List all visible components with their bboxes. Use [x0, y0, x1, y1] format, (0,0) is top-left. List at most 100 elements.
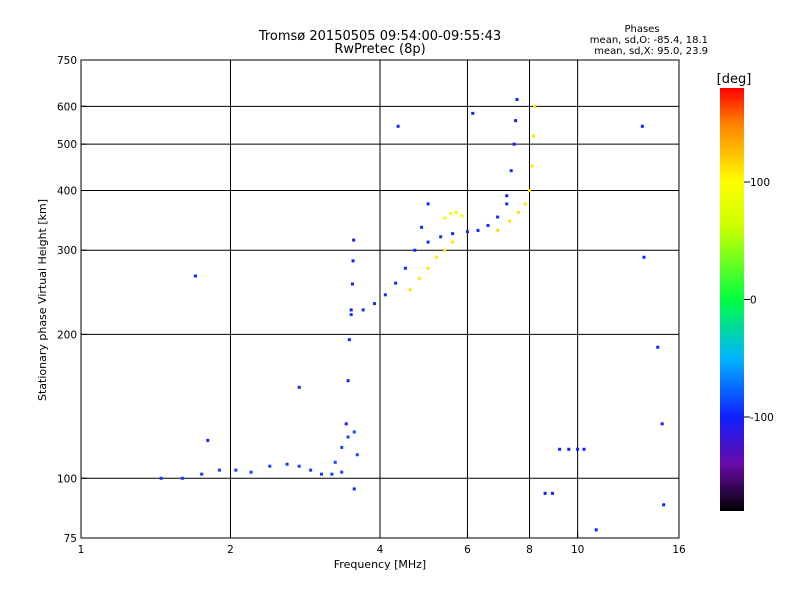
- data-point: [576, 447, 580, 451]
- data-point: [350, 282, 354, 286]
- data-point: [543, 491, 547, 495]
- data-point: [347, 338, 351, 342]
- data-point: [193, 274, 197, 278]
- data-point: [471, 111, 475, 115]
- data-point: [662, 503, 666, 507]
- data-point: [439, 235, 443, 239]
- data-point: [582, 447, 586, 451]
- data-point: [351, 259, 355, 263]
- data-point: [249, 470, 253, 474]
- y-tick-label: 75: [64, 533, 77, 545]
- data-point: [340, 470, 344, 474]
- data-point: [403, 266, 407, 270]
- data-point: [656, 345, 660, 349]
- data-point: [496, 215, 500, 219]
- data-point: [465, 230, 469, 234]
- x-axis-ticks: 1 2 4 6 8 10 16: [78, 532, 686, 556]
- data-point: [454, 210, 458, 214]
- data-point: [443, 248, 447, 252]
- data-point: [550, 491, 554, 495]
- colorbar: [deg] 100 0 -100: [717, 72, 774, 511]
- data-point: [514, 119, 518, 123]
- data-point: [505, 194, 509, 198]
- data-point: [476, 228, 480, 232]
- data-point: [642, 255, 646, 259]
- data-point: [320, 472, 324, 476]
- x-axis-label: Frequency [MHz]: [334, 558, 426, 571]
- data-point: [330, 472, 334, 476]
- x-tick-label: 10: [571, 544, 584, 556]
- chart-subtitle: RwPretec (8p): [334, 42, 425, 57]
- data-point: [420, 225, 424, 229]
- y-axis-label: Stationary phase Virtual Height [km]: [36, 199, 49, 401]
- x-tick-label: 16: [672, 544, 686, 556]
- data-point: [333, 460, 337, 464]
- data-point: [346, 435, 350, 439]
- x-tick-label: 4: [377, 544, 384, 556]
- data-point: [373, 302, 377, 306]
- data-point: [349, 313, 353, 317]
- colorbar-label: [deg]: [717, 72, 752, 87]
- x-tick-label: 2: [227, 544, 234, 556]
- data-point: [200, 472, 204, 476]
- data-point: [515, 98, 519, 102]
- y-tick-label: 600: [57, 101, 77, 113]
- y-tick-label: 750: [57, 55, 77, 67]
- data-point: [413, 248, 417, 252]
- x-tick-label: 1: [78, 544, 85, 556]
- y-tick-label: 300: [57, 245, 77, 257]
- data-point: [355, 453, 359, 457]
- data-point: [443, 216, 447, 220]
- stats-o-line: mean, sd,O: -85.4, 18.1: [590, 35, 708, 46]
- data-point: [352, 487, 356, 491]
- data-point: [344, 422, 348, 426]
- data-point: [396, 124, 400, 128]
- chart-title: Tromsø 20150505 09:54:00-09:55:43: [258, 29, 501, 44]
- data-point: [516, 210, 520, 214]
- data-point: [567, 447, 571, 451]
- data-point: [509, 169, 513, 173]
- data-point: [417, 276, 421, 280]
- x-tick-label: 6: [464, 544, 471, 556]
- data-point: [460, 214, 464, 218]
- colorbar-tick-label: 100: [750, 177, 770, 189]
- data-point: [530, 164, 534, 168]
- data-point: [558, 447, 562, 451]
- data-point: [451, 240, 455, 244]
- data-point: [512, 142, 516, 146]
- data-point: [268, 464, 272, 468]
- data-point: [532, 134, 536, 138]
- data-point: [451, 232, 455, 236]
- data-point: [297, 385, 301, 389]
- y-tick-label: 100: [57, 473, 77, 485]
- grid-lines: [81, 60, 679, 538]
- data-point: [640, 124, 644, 128]
- y-tick-label: 500: [57, 139, 77, 151]
- colorbar-tick-label: -100: [750, 412, 774, 424]
- data-point: [285, 462, 289, 466]
- data-point: [217, 468, 221, 472]
- data-point: [435, 255, 439, 259]
- data-point: [523, 202, 527, 206]
- data-point: [508, 219, 512, 223]
- data-point: [297, 464, 301, 468]
- data-point: [352, 238, 356, 242]
- data-point: [408, 288, 412, 292]
- colorbar-tick-label: 0: [750, 295, 757, 307]
- data-point: [346, 379, 350, 383]
- data-point: [449, 212, 453, 216]
- data-point: [159, 476, 163, 480]
- y-tick-label: 400: [57, 185, 77, 197]
- data-point: [426, 240, 430, 244]
- colorbar-ticks: 100 0 -100: [744, 177, 774, 424]
- data-point: [505, 202, 509, 206]
- data-point: [352, 430, 356, 434]
- data-point: [206, 438, 210, 442]
- data-point: [660, 422, 664, 426]
- y-tick-label: 200: [57, 329, 77, 341]
- data-point: [594, 528, 598, 532]
- data-point: [340, 445, 344, 449]
- data-point: [486, 223, 490, 227]
- data-point: [528, 188, 531, 192]
- stats-heading: Phases: [624, 24, 659, 35]
